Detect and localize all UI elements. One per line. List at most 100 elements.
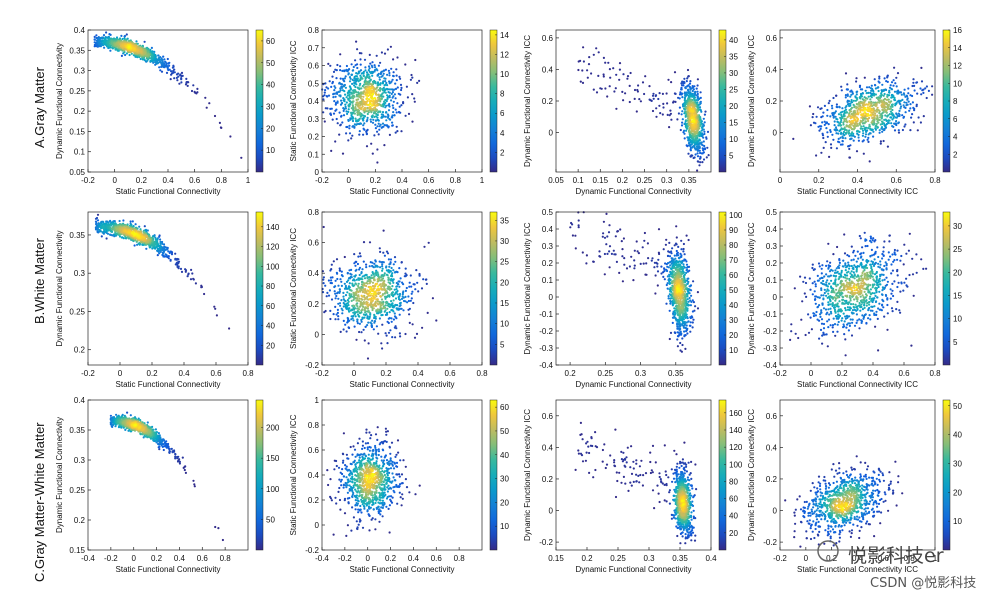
scatter-point bbox=[322, 225, 325, 229]
scatter-point bbox=[336, 311, 339, 314]
scatter-point bbox=[346, 70, 349, 73]
scatter-point bbox=[843, 114, 846, 118]
scatter-point bbox=[577, 60, 580, 63]
scatter-point bbox=[861, 129, 865, 132]
scatter-point bbox=[608, 85, 611, 88]
scatter-point bbox=[107, 221, 110, 224]
y-tick-label: 0.2 bbox=[74, 107, 86, 116]
scatter-point bbox=[351, 134, 354, 137]
scatter-point bbox=[350, 96, 353, 99]
scatter-point bbox=[411, 93, 414, 96]
scatter-point bbox=[903, 101, 906, 104]
scatter-point bbox=[385, 119, 388, 122]
scatter-point bbox=[688, 82, 692, 85]
scatter-point bbox=[362, 74, 365, 78]
scatter-point bbox=[912, 106, 915, 109]
scatter-point bbox=[652, 97, 655, 100]
scatter-point bbox=[859, 97, 862, 100]
scatter-point bbox=[371, 152, 374, 155]
scatter-point bbox=[335, 258, 339, 261]
scatter-point bbox=[399, 83, 403, 86]
scatter-point bbox=[665, 92, 668, 95]
scatter-point bbox=[347, 326, 350, 329]
scatter-point bbox=[339, 95, 342, 98]
scatter-point bbox=[341, 77, 345, 80]
scatter-point bbox=[366, 93, 369, 96]
scatter-point bbox=[356, 101, 359, 104]
scatter-point bbox=[384, 115, 387, 118]
scatter-point bbox=[177, 75, 180, 78]
scatter-point bbox=[400, 261, 403, 264]
colorbar bbox=[718, 29, 727, 173]
colorbar-tick-label: 12 bbox=[500, 50, 509, 59]
scatter-point bbox=[387, 331, 391, 334]
scatter-point bbox=[378, 128, 381, 131]
scatter-point bbox=[332, 70, 336, 73]
scatter-point bbox=[340, 86, 344, 89]
scatter-point bbox=[693, 156, 696, 159]
colorbar-tick-label: 6 bbox=[500, 109, 505, 118]
scatter-point bbox=[342, 114, 346, 117]
scatter-point bbox=[689, 148, 692, 151]
scatter-point bbox=[894, 82, 897, 85]
scatter-point bbox=[348, 127, 351, 130]
scatter-point bbox=[356, 66, 359, 70]
scatter-point bbox=[592, 53, 595, 56]
scatter-point bbox=[691, 119, 694, 122]
scatter-point bbox=[903, 93, 906, 96]
scatter-point bbox=[927, 89, 931, 92]
scatter-point bbox=[339, 330, 342, 333]
scatter-point bbox=[185, 81, 188, 84]
scatter-point bbox=[326, 107, 329, 110]
scatter-point bbox=[354, 117, 357, 120]
scatter-point bbox=[687, 75, 690, 78]
scatter-point bbox=[354, 64, 357, 67]
scatter-point bbox=[835, 103, 839, 106]
scatter-point bbox=[189, 278, 193, 281]
x-axis-label: Static Functional Connectivity bbox=[350, 187, 455, 196]
scatter-point bbox=[866, 108, 870, 111]
scatter-point bbox=[338, 133, 341, 136]
scatter-point bbox=[383, 100, 386, 103]
scatter-point bbox=[696, 169, 699, 172]
scatter-point bbox=[103, 46, 106, 49]
scatter-point bbox=[408, 321, 411, 324]
scatter-point bbox=[686, 77, 689, 80]
scatter-point bbox=[392, 318, 395, 321]
scatter-point bbox=[338, 302, 342, 305]
scatter-point bbox=[861, 92, 864, 95]
scatter-point bbox=[118, 219, 121, 223]
scatter-point bbox=[834, 115, 837, 118]
scatter-point bbox=[336, 272, 339, 275]
scatter-point bbox=[602, 56, 606, 60]
scatter-point bbox=[895, 112, 898, 115]
scatter-point bbox=[849, 138, 852, 141]
scatter-point bbox=[343, 85, 346, 88]
scatter-point bbox=[175, 261, 178, 265]
scatter-point bbox=[386, 116, 390, 119]
scatter-point bbox=[420, 287, 424, 290]
scatter-point bbox=[852, 99, 856, 102]
scatter-point bbox=[338, 267, 341, 270]
y-tick-label: 0 bbox=[315, 168, 320, 177]
scatter-point bbox=[339, 87, 342, 90]
scatter-point bbox=[393, 256, 397, 259]
scatter-point bbox=[409, 299, 412, 302]
scatter-point bbox=[416, 81, 419, 84]
scatter-point bbox=[849, 102, 852, 105]
scatter-point bbox=[174, 258, 177, 261]
scatter-point bbox=[378, 317, 381, 320]
scatter-point bbox=[402, 309, 405, 312]
scatter-point bbox=[925, 85, 929, 88]
scatter-point bbox=[904, 111, 907, 114]
colorbar-tick-label: 4 bbox=[953, 133, 958, 142]
scatter-point bbox=[676, 118, 679, 121]
scatter-point bbox=[373, 115, 376, 118]
scatter-point bbox=[850, 107, 853, 110]
scatter-point bbox=[383, 52, 387, 55]
scatter-point bbox=[391, 91, 394, 94]
scatter-point bbox=[849, 110, 853, 113]
scatter-point bbox=[98, 229, 101, 232]
scatter-panel-r1c1: -0.2 0 0.2 0.4 0.6 0.8-0.200.20.40.60.8Static… bbox=[289, 208, 509, 389]
